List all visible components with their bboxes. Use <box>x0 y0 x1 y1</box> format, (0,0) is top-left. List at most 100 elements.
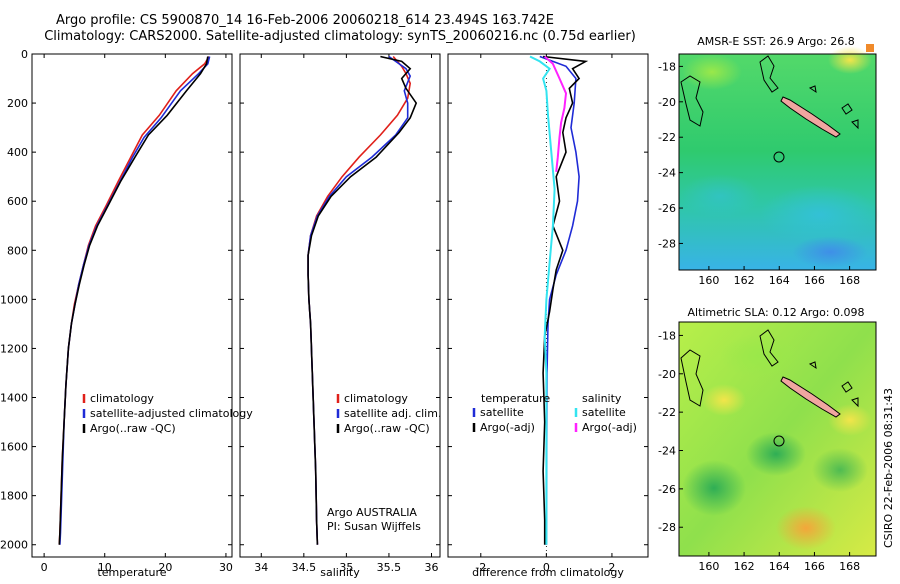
depth-tick-label: 1200 <box>0 342 28 355</box>
temperature-xtick-label: 10 <box>98 561 112 574</box>
temperature-axes-frame <box>31 53 233 558</box>
sla-map-lime-patch <box>720 334 800 378</box>
depth-tick-label: 600 <box>7 195 28 208</box>
sla-map-ytick-label: -18 <box>658 329 676 342</box>
sst-map-xtick-label: 168 <box>839 274 860 287</box>
sst-map-ytick-label: -18 <box>658 60 676 73</box>
sst-map-title: AMSR-E SST: 26.9 Argo: 26.8 <box>697 35 855 48</box>
csiro-timestamp: CSIRO 22-Feb-2006 08:31:43 <box>882 388 895 548</box>
depth-tick-label: 200 <box>7 97 28 110</box>
temperature-xlabel: temperature <box>97 566 166 579</box>
temperature-series-satellite-adjusted-climatology <box>59 56 211 545</box>
depth-tick-label: 0 <box>21 48 28 61</box>
sla-map-ytick-label: -24 <box>658 445 676 458</box>
salinity-profile-chart: 34 34.5 35 35.5 36 salinity <box>239 53 441 579</box>
depth-tick-label: 1000 <box>0 293 28 306</box>
sla-map-xtick-label: 168 <box>839 560 860 573</box>
sst-map-ticks: 160 162 164 166 168 -18 -20 -22 -24 -26 -28 <box>658 60 860 287</box>
sla-map-ytick-label: -22 <box>658 406 676 419</box>
sst-map-ytick-label: -24 <box>658 167 676 180</box>
difference-axes-frame <box>447 53 649 558</box>
sla-map-green-anomaly-2 <box>746 432 806 476</box>
sla-map-ytick-label: -20 <box>658 368 676 381</box>
sst-map-warm-patch-east <box>828 46 872 74</box>
sst-map-cool-patch-west <box>680 174 760 218</box>
salinity-xtick-label: 36 <box>424 561 438 574</box>
depth-tick-label: 400 <box>7 146 28 159</box>
salinity-annotation-line: Argo AUSTRALIA <box>327 506 417 519</box>
sst-map-panel: AMSR-E SST: 26.9 Argo: 26.8 160 162 164 166… <box>658 35 880 287</box>
temperature-legend-label: satellite-adjusted climatology <box>90 407 253 420</box>
sla-map-coast-west <box>680 349 704 407</box>
difference-series-satellite <box>539 55 580 545</box>
sla-map-high-anomaly-3 <box>828 404 872 436</box>
sst-map-ytick-label: -20 <box>658 96 676 109</box>
sla-map-panel: Altimetric SLA: 0.12 Argo: 0.098 160 162 1… <box>658 306 877 573</box>
sla-map-xtick-label: 164 <box>769 560 790 573</box>
difference-xtick-label: 2 <box>608 561 615 574</box>
difference-legend-header-salinity: salinity <box>582 392 622 405</box>
depth-tick-label: 1600 <box>0 441 28 454</box>
sst-map-new-caledonia <box>780 96 841 138</box>
temperature-series-argo-raw-qc- <box>58 56 209 545</box>
sla-map-green-anomaly-3 <box>812 448 868 492</box>
sst-map-cool-patch <box>760 185 880 245</box>
sla-map-high-anomaly <box>776 506 836 550</box>
figure-title-line2: Climatology: CARS2000. Satellite-adjuste… <box>44 29 636 44</box>
salinity-legend-label: Argo(..raw -QC) <box>344 422 430 435</box>
salinity-series-satellite-adj-clim- <box>307 55 412 545</box>
temperature-xtick-label: 0 <box>41 561 48 574</box>
figure-title-line1: Argo profile: CS 5900870_14 16-Feb-2006 … <box>56 13 554 28</box>
temperature-xtick-label: 20 <box>158 561 172 574</box>
salinity-xtick-label: 34 <box>254 561 268 574</box>
difference-xtick-label: -2 <box>475 561 486 574</box>
salinity-annotation-line: PI: Susan Wijffels <box>327 520 421 533</box>
difference-legend-header-temperature: temperature <box>481 392 550 405</box>
sla-map-frame <box>678 321 877 557</box>
salinity-xtick-label: 35 <box>339 561 353 574</box>
sla-map-new-caledonia <box>780 376 841 418</box>
legends: climatology satellite-adjusted climatolog… <box>82 392 637 533</box>
sla-map-ytick-label: -28 <box>658 521 676 534</box>
difference-temperature-legend-label: Argo(-adj) <box>480 421 535 434</box>
sla-map-green-anomaly <box>682 460 746 516</box>
sst-map-cool-patch-south <box>792 236 868 268</box>
salinity-xtick-label: 34.5 <box>292 561 317 574</box>
salinity-axes-frame <box>239 53 441 558</box>
temperature-xtick-label: 30 <box>219 561 233 574</box>
sst-map-xtick-label: 162 <box>734 274 755 287</box>
sst-map-island-chain <box>759 55 779 93</box>
depth-tick-label: 1800 <box>0 490 28 503</box>
salinity-series-argo-raw-qc- <box>307 55 418 545</box>
difference-series-satellite <box>529 55 556 545</box>
sst-map-xtick-label: 160 <box>698 274 719 287</box>
temperature-profile-chart: 0 200 400 600 800 1000 1200 1400 1600 1800 2000 0 10… <box>0 48 233 579</box>
difference-series-argo-adj- <box>542 55 589 545</box>
difference-xlabel: difference from climatology <box>472 566 624 579</box>
sla-map-loyalty-islands <box>808 361 859 408</box>
difference-temperature-legend-label: satellite <box>480 406 524 419</box>
sla-map-island-chain <box>759 329 779 367</box>
sla-map-title: Altimetric SLA: 0.12 Argo: 0.098 <box>687 306 864 319</box>
salinity-series-climatology <box>307 55 412 545</box>
depth-tick-label: 1400 <box>0 392 28 405</box>
sst-map-hot-pixel <box>866 44 874 52</box>
sla-map-xtick-label: 162 <box>734 560 755 573</box>
sla-map-high-anomaly-2 <box>702 384 746 416</box>
temperature-series-climatology <box>58 56 210 545</box>
salinity-legend-label: satellite adj. clim. <box>344 407 441 420</box>
sla-map-xtick-label: 160 <box>698 560 719 573</box>
sla-map-ticks: 160 162 164 166 168 -18 -20 -22 -24 -26 -28 <box>658 329 860 573</box>
temperature-legend-label: climatology <box>90 392 154 405</box>
difference-xtick-label: 0 <box>543 561 550 574</box>
sst-map-ytick-label: -28 <box>658 237 676 250</box>
salinity-xlabel: salinity <box>320 566 360 579</box>
sst-map-xtick-label: 166 <box>804 274 825 287</box>
sst-map-xtick-label: 164 <box>769 274 790 287</box>
sst-map-argo-location <box>773 151 785 163</box>
temperature-legend-label: Argo(..raw -QC) <box>90 422 176 435</box>
salinity-legend-label: climatology <box>344 392 408 405</box>
sst-map-loyalty-islands <box>808 85 859 130</box>
